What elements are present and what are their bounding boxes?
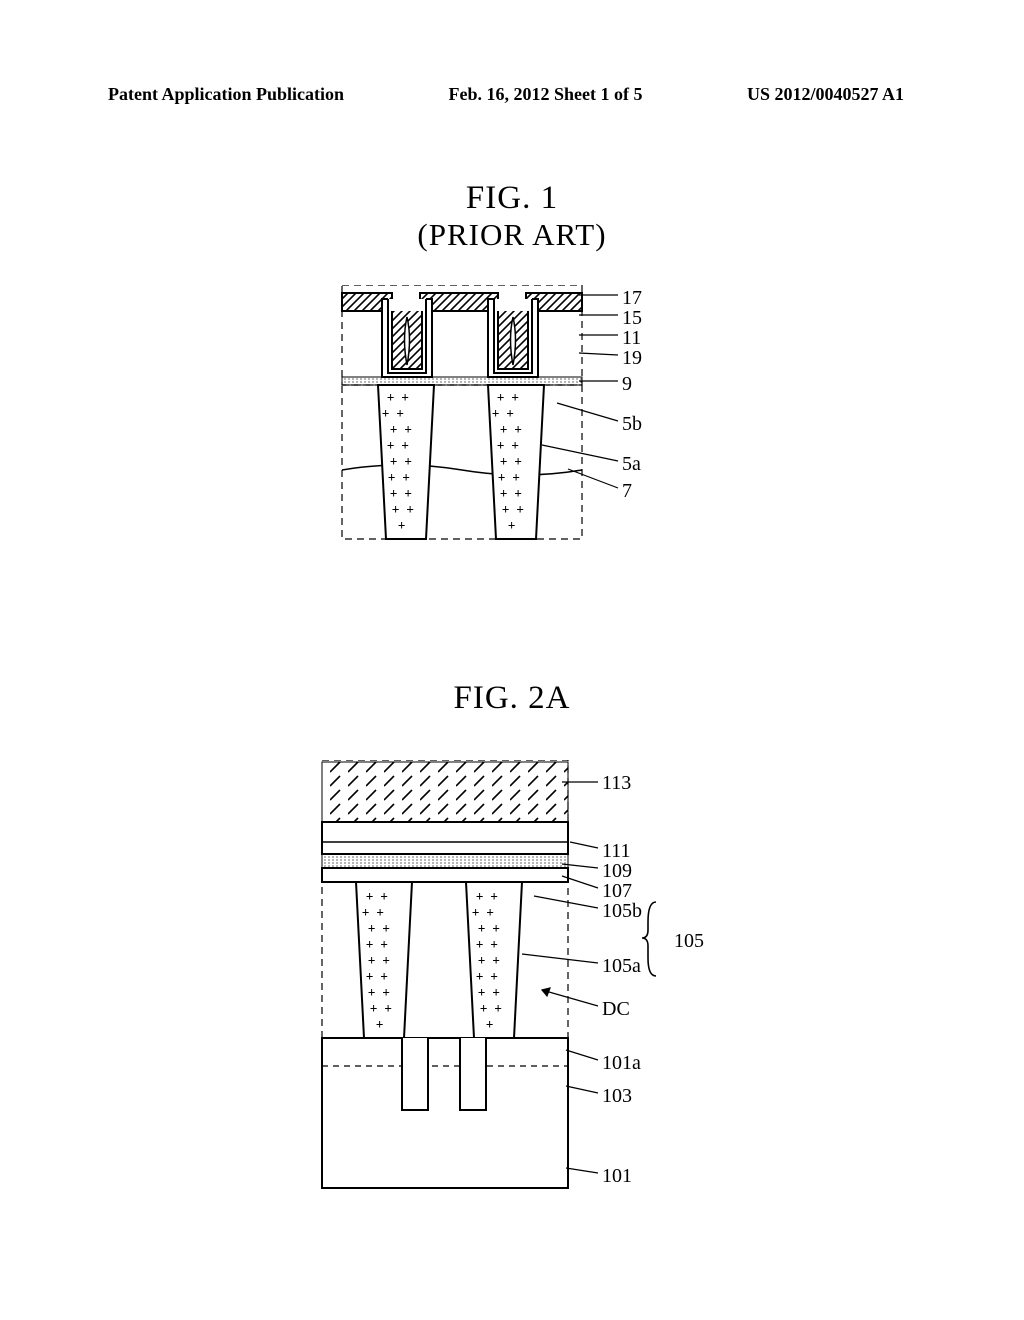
svg-text:+ +: + +: [478, 953, 500, 967]
svg-text:+: +: [486, 1017, 493, 1031]
svg-text:+ +: + +: [492, 406, 514, 420]
ref-101a: 101a: [602, 1052, 641, 1075]
figure-1-title: FIG. 1: [0, 180, 1024, 217]
ref-5b: 5b: [622, 413, 642, 436]
svg-text:+ +: + +: [388, 470, 410, 484]
svg-text:+ +: + +: [390, 486, 412, 500]
header-right: US 2012/0040527 A1: [747, 84, 904, 105]
svg-text:+ +: + +: [368, 985, 390, 999]
svg-text:+ +: + +: [366, 937, 388, 951]
svg-text:+ +: + +: [476, 889, 498, 903]
ref-DC: DC: [602, 998, 630, 1021]
svg-text:+ +: + +: [362, 905, 384, 919]
ref-5a: 5a: [622, 453, 641, 476]
svg-text:+ +: + +: [368, 953, 390, 967]
svg-text:+: +: [398, 518, 405, 532]
svg-text:+: +: [508, 518, 515, 532]
svg-text:+ +: + +: [498, 470, 520, 484]
svg-text:+ +: + +: [366, 969, 388, 983]
svg-text:+ +: + +: [497, 438, 519, 452]
svg-text:+ +: + +: [476, 969, 498, 983]
ref-103: 103: [602, 1085, 632, 1108]
header-left: Patent Application Publication: [108, 84, 344, 105]
figure-2a-svg: + + + + + + + + + + + + + + + + + + + + …: [312, 760, 712, 1200]
svg-text:+: +: [376, 1017, 383, 1031]
svg-text:+ +: + +: [500, 486, 522, 500]
svg-text:+ +: + +: [497, 390, 519, 404]
svg-text:+ +: + +: [382, 406, 404, 420]
svg-text:+ +: + +: [500, 454, 522, 468]
svg-text:+ +: + +: [500, 422, 522, 436]
figure-2a: FIG. 2A: [0, 680, 1024, 717]
svg-text:+ +: + +: [392, 502, 414, 516]
svg-text:+ +: + +: [366, 889, 388, 903]
svg-text:+ +: + +: [387, 390, 409, 404]
svg-text:+ +: + +: [472, 905, 494, 919]
header-center: Feb. 16, 2012 Sheet 1 of 5: [449, 84, 643, 105]
ref-105b: 105b: [602, 900, 642, 923]
svg-text:+ +: + +: [387, 438, 409, 452]
ref-9: 9: [622, 373, 632, 396]
ref-19: 19: [622, 347, 642, 370]
svg-text:+ +: + +: [390, 422, 412, 436]
svg-text:+ +: + +: [476, 937, 498, 951]
figure-1-diagram: + + + + + + + + + + + + + + + + + + + + …: [332, 285, 692, 545]
ref-105a: 105a: [602, 955, 641, 978]
svg-text:+ +: + +: [478, 985, 500, 999]
svg-text:+ +: + +: [390, 454, 412, 468]
svg-text:+ +: + +: [478, 921, 500, 935]
page-header: Patent Application Publication Feb. 16, …: [0, 84, 1024, 105]
figure-1: FIG. 1 (PRIOR ART): [0, 180, 1024, 253]
svg-text:+ +: + +: [502, 502, 524, 516]
ref-101: 101: [602, 1165, 632, 1188]
svg-text:+ +: + +: [480, 1001, 502, 1015]
figure-2a-title: FIG. 2A: [0, 680, 1024, 717]
figure-1-subtitle: (PRIOR ART): [0, 217, 1024, 253]
ref-7: 7: [622, 480, 632, 503]
figure-2a-diagram: + + + + + + + + + + + + + + + + + + + + …: [312, 760, 712, 1200]
ref-105: 105: [674, 930, 704, 953]
ref-113: 113: [602, 772, 631, 795]
svg-text:+ +: + +: [368, 921, 390, 935]
svg-text:+ +: + +: [370, 1001, 392, 1015]
